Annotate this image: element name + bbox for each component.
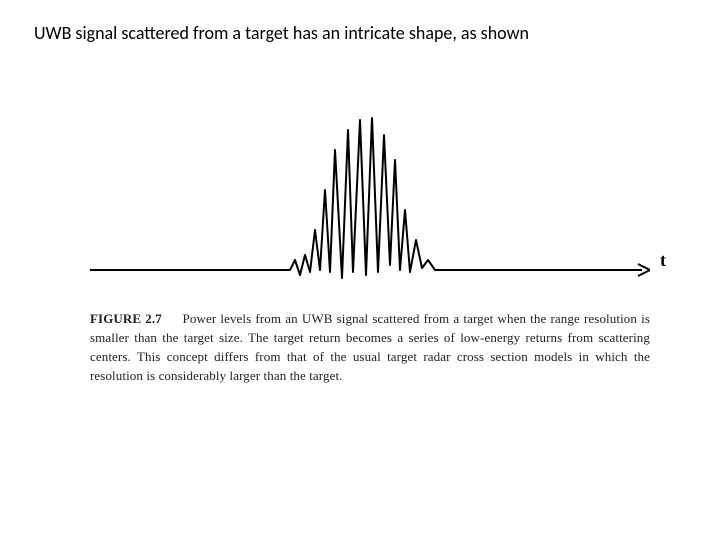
page-heading: UWB signal scattered from a target has a…	[34, 22, 529, 44]
figure-container	[90, 100, 650, 300]
figure-caption-gap	[166, 311, 178, 326]
signal-waveform-plot	[90, 100, 650, 300]
figure-caption-label: FIGURE 2.7	[90, 311, 162, 326]
page-root: UWB signal scattered from a target has a…	[0, 0, 720, 540]
time-axis-label: t	[660, 250, 666, 271]
figure-caption: FIGURE 2.7 Power levels from an UWB sign…	[90, 310, 650, 385]
signal-polyline	[90, 118, 440, 278]
